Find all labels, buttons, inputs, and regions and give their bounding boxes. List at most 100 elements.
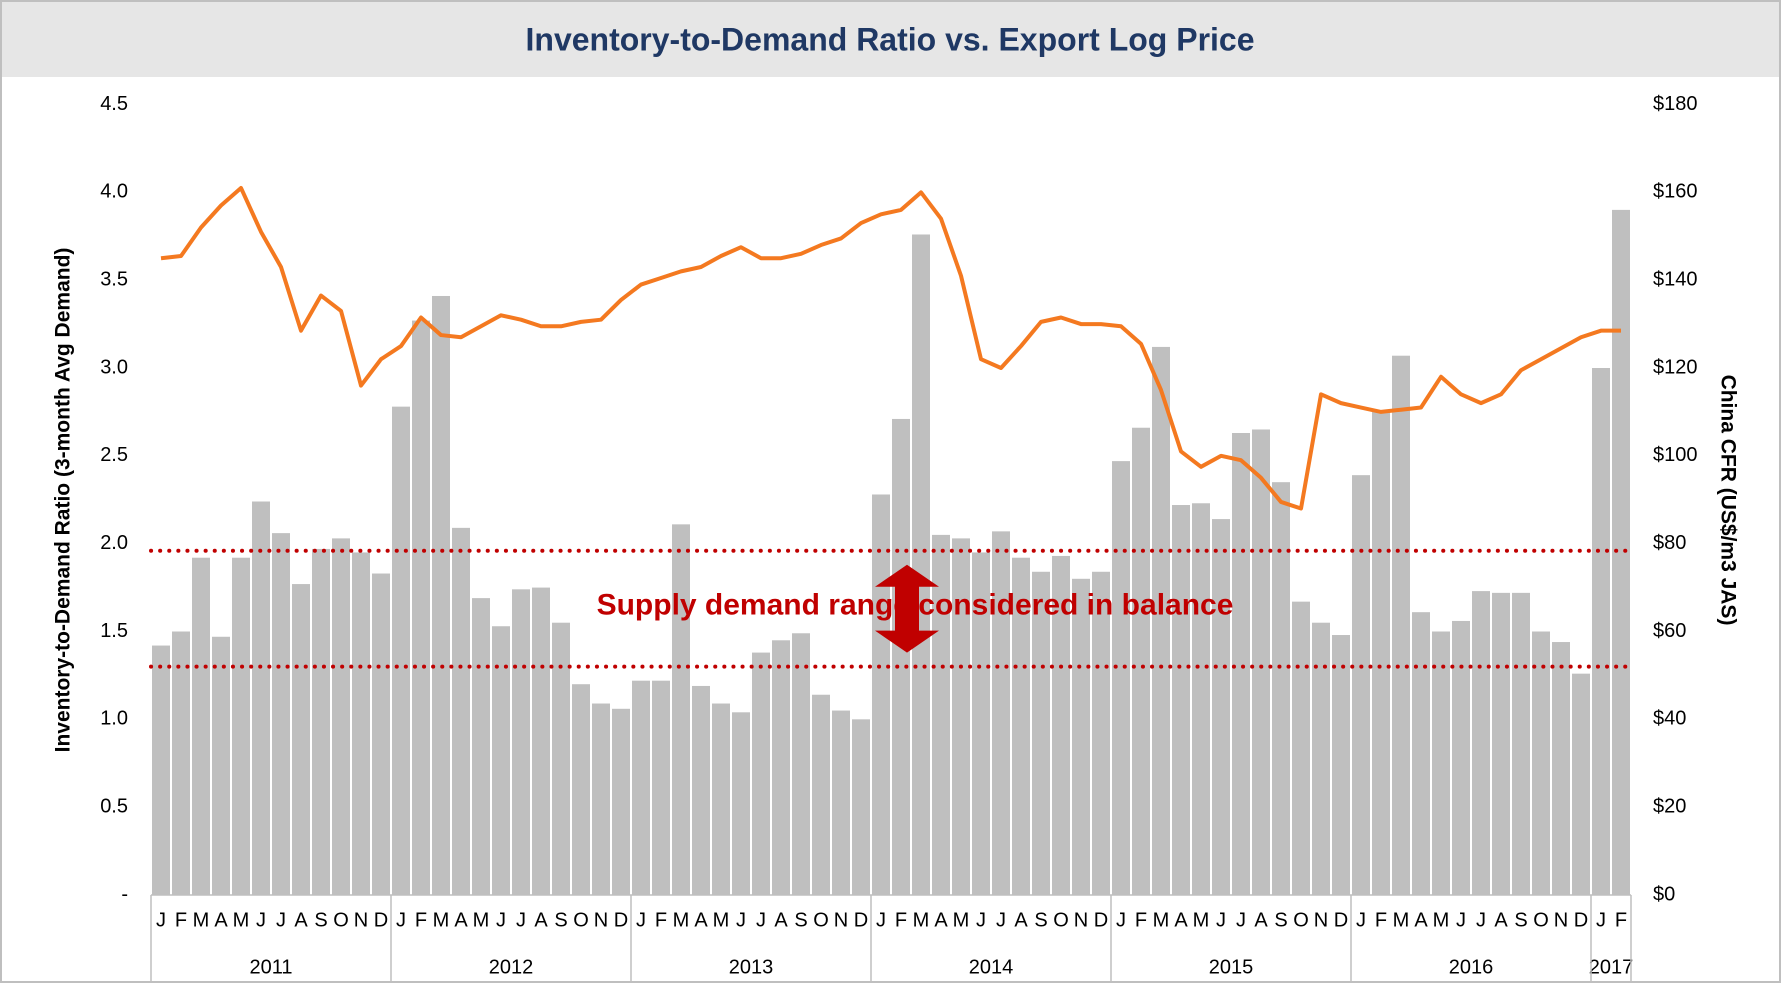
bar xyxy=(492,626,510,895)
bar xyxy=(232,557,250,895)
bar xyxy=(1432,631,1450,895)
x-tick-label: S xyxy=(1274,909,1287,931)
x-tick-label: M xyxy=(1153,909,1170,931)
x-tick-label: M xyxy=(433,909,450,931)
bar xyxy=(832,710,850,895)
y-tick-label: 1.5 xyxy=(100,620,128,642)
y-tick-label: 3.5 xyxy=(100,268,128,290)
x-tick-label: J xyxy=(736,909,746,931)
x-tick-label: O xyxy=(573,909,589,931)
x-tick-label: S xyxy=(794,909,807,931)
y2-tick-label: $80 xyxy=(1653,532,1686,554)
x-tick-label: F xyxy=(175,909,187,931)
x-tick-label: J xyxy=(1116,909,1126,931)
x-tick-label: D xyxy=(614,909,628,931)
x-tick-label: J xyxy=(756,909,766,931)
x-tick-label: D xyxy=(854,909,868,931)
bar xyxy=(1032,571,1050,895)
x-tick-label: A xyxy=(1014,909,1028,931)
x-tick-label: J xyxy=(1476,909,1486,931)
x-tick-label: F xyxy=(1135,909,1147,931)
bar xyxy=(1132,427,1150,895)
bar xyxy=(1492,592,1510,895)
bar xyxy=(1232,432,1250,895)
x-tick-label: A xyxy=(934,909,948,931)
bar xyxy=(1552,642,1570,895)
x-tick-label: M xyxy=(953,909,970,931)
bar xyxy=(892,418,910,895)
y2-tick-label: $20 xyxy=(1653,795,1686,817)
bar xyxy=(272,533,290,895)
bar xyxy=(1292,601,1310,895)
bar xyxy=(1532,631,1550,895)
x-tick-label: N xyxy=(1554,909,1568,931)
bar xyxy=(332,538,350,895)
y-tick-label: 3.0 xyxy=(100,356,128,378)
x-tick-label: F xyxy=(895,909,907,931)
x-tick-label: A xyxy=(454,909,468,931)
bar xyxy=(392,406,410,895)
x-tick-label: J xyxy=(996,909,1006,931)
bar xyxy=(572,684,590,895)
bar xyxy=(472,598,490,895)
bar xyxy=(412,320,430,895)
bar xyxy=(1472,591,1490,895)
bar xyxy=(1592,368,1610,895)
annotation: Supply demand range considered in balanc… xyxy=(597,589,1234,622)
bar xyxy=(1212,519,1230,895)
year-label: 2017 xyxy=(1589,956,1634,978)
x-tick-label: J xyxy=(156,909,166,931)
x-tick-label: A xyxy=(294,909,308,931)
x-tick-label: J xyxy=(976,909,986,931)
bar xyxy=(532,587,550,895)
bar xyxy=(1512,592,1530,895)
y-tick-label: 4.0 xyxy=(100,181,128,203)
bar xyxy=(992,531,1010,895)
x-tick-label: N xyxy=(354,909,368,931)
y2-tick-label: $180 xyxy=(1653,93,1698,115)
bar xyxy=(1092,571,1110,895)
x-tick-label: A xyxy=(1494,909,1508,931)
bar xyxy=(1072,578,1090,895)
y2-tick-label: $120 xyxy=(1653,356,1698,378)
y2-tick-label: $40 xyxy=(1653,708,1686,730)
bar xyxy=(1312,622,1330,895)
x-tick-label: O xyxy=(813,909,829,931)
x-tick-label: J xyxy=(516,909,526,931)
bar xyxy=(512,589,530,895)
bar xyxy=(1272,482,1290,895)
x-tick-label: A xyxy=(214,909,228,931)
bar xyxy=(712,703,730,895)
bar xyxy=(372,573,390,895)
x-tick-label: D xyxy=(1574,909,1588,931)
x-tick-label: O xyxy=(1053,909,1069,931)
bar xyxy=(312,548,330,895)
bar xyxy=(152,645,170,895)
bar xyxy=(452,527,470,895)
bar xyxy=(292,584,310,895)
x-tick-label: S xyxy=(1034,909,1047,931)
x-tick-label: A xyxy=(534,909,548,931)
bar xyxy=(1192,503,1210,895)
bar xyxy=(172,631,190,895)
x-tick-label: M xyxy=(473,909,490,931)
bar xyxy=(212,636,230,895)
x-tick-label: M xyxy=(1433,909,1450,931)
year-label: 2012 xyxy=(489,956,534,978)
bar xyxy=(1352,475,1370,895)
x-tick-label: M xyxy=(1393,909,1410,931)
bar xyxy=(672,524,690,895)
bar xyxy=(1572,673,1590,895)
x-tick-label: N xyxy=(594,909,608,931)
bar xyxy=(252,501,270,895)
x-tick-label: D xyxy=(374,909,388,931)
bar xyxy=(972,552,990,895)
bar xyxy=(592,703,610,895)
bar xyxy=(1012,557,1030,895)
x-tick-label: J xyxy=(1356,909,1366,931)
bar xyxy=(792,633,810,895)
x-tick-label: N xyxy=(1314,909,1328,931)
x-tick-label: F xyxy=(1615,909,1627,931)
bar xyxy=(1052,555,1070,895)
price-line xyxy=(160,185,1621,511)
